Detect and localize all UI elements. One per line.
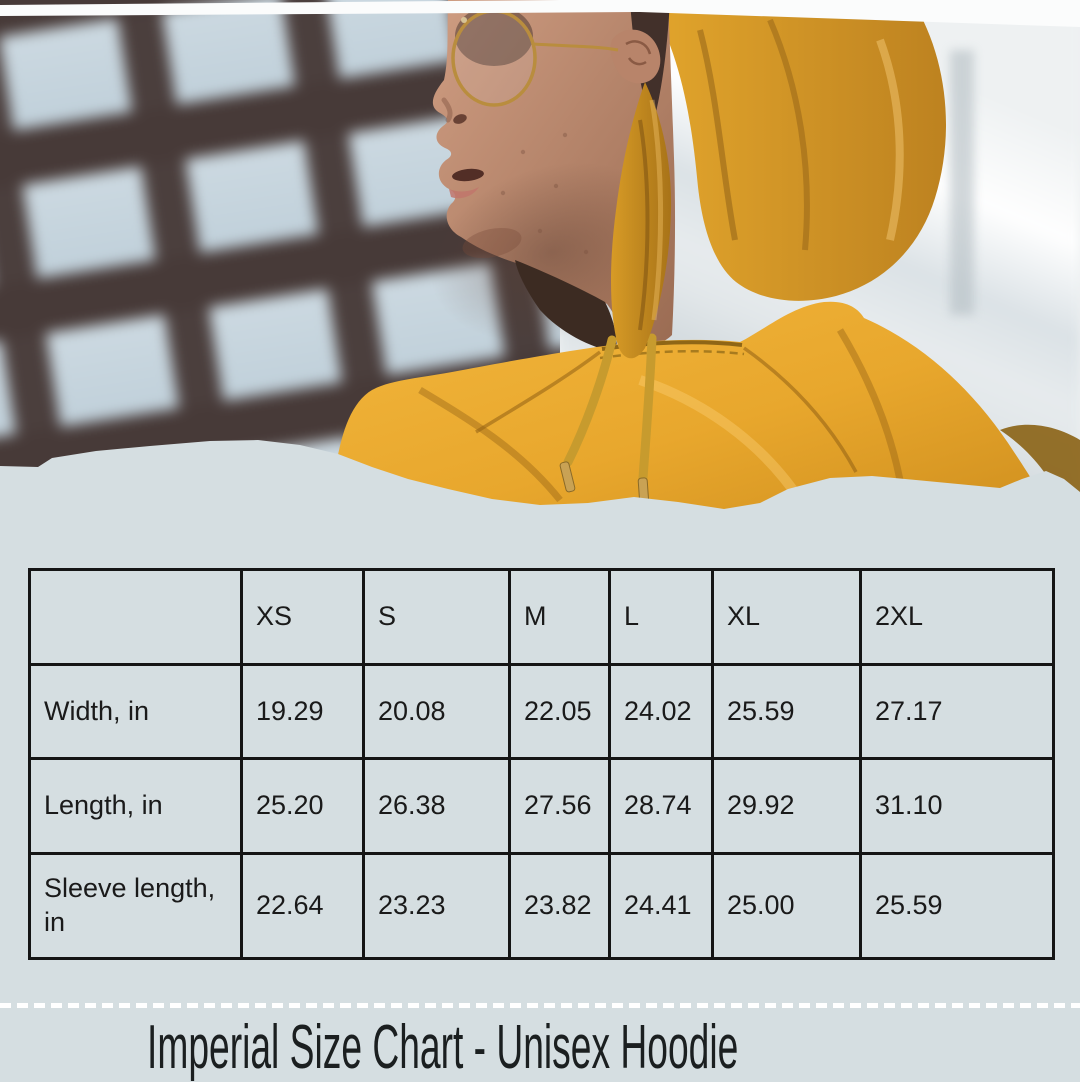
cell-width-m: 22.05: [508, 663, 611, 760]
cell-width-xs: 19.29: [240, 663, 365, 760]
size-chart-table: XS S M L XL 2XL Width, in 19.29 20.08 22…: [28, 568, 1055, 960]
collar-seam: [601, 340, 743, 351]
header-size-m: M: [508, 568, 611, 666]
cell-sleeve-xl: 25.00: [711, 852, 862, 960]
header-size-s: S: [362, 568, 511, 666]
row-label: Width, in: [28, 663, 243, 760]
hoodie-body: [330, 301, 1080, 520]
torn-paper-bottom-edge: [0, 440, 1080, 520]
cell-sleeve-2xl: 25.59: [859, 852, 1055, 960]
header-size-xl: XL: [711, 568, 862, 666]
glasses-icon: [451, 6, 619, 107]
cell-sleeve-m: 23.82: [508, 852, 611, 960]
hoodie-model-illustration: [0, 0, 1080, 520]
cell-width-2xl: 27.17: [859, 663, 1055, 760]
cell-width-xl: 25.59: [711, 663, 862, 760]
row-label: Sleeve length, in: [28, 852, 243, 960]
cell-sleeve-l: 24.41: [608, 852, 714, 960]
lower-lip: [449, 187, 479, 199]
raglan-seam-right: [742, 346, 858, 473]
cell-length-l: 28.74: [608, 757, 714, 855]
cell-length-xl: 29.92: [711, 757, 862, 855]
table-header-row: XS S M L XL 2XL: [28, 568, 1055, 666]
raglan-seam-left: [475, 350, 602, 434]
mouth: [452, 168, 484, 182]
cell-length-m: 27.56: [508, 757, 611, 855]
ear: [610, 29, 661, 84]
table-row-width: Width, in 19.29 20.08 22.05 24.02 25.59 …: [28, 663, 1055, 760]
cell-sleeve-s: 23.23: [362, 852, 511, 960]
page-title: Imperial Size Chart - Unisex Hoodie: [147, 1013, 739, 1082]
table-row-sleeve-length: Sleeve length, in 22.64 23.23 23.82 24.4…: [28, 852, 1055, 960]
drawstring-aglet: [559, 461, 576, 493]
cell-width-l: 24.02: [608, 663, 714, 760]
jaw-shadow: [515, 260, 617, 352]
cell-sleeve-xs: 22.64: [240, 852, 365, 960]
chin-shading: [462, 227, 522, 259]
nostril: [453, 114, 467, 124]
header-size-2xl: 2XL: [859, 568, 1055, 666]
hood: [648, 0, 947, 301]
cell-length-xs: 25.20: [240, 757, 365, 855]
header-empty-cell: [28, 568, 243, 666]
row-label: Length, in: [28, 757, 243, 855]
wall-pole: [950, 50, 974, 315]
cell-length-s: 26.38: [362, 757, 511, 855]
cell-length-2xl: 31.10: [859, 757, 1055, 855]
header-size-l: L: [608, 568, 714, 666]
header-size-xs: XS: [240, 568, 365, 666]
torn-paper-top-edge: [0, 0, 1080, 27]
hood-drape: [611, 82, 672, 359]
cell-width-s: 20.08: [362, 663, 511, 760]
dashed-divider: [0, 1003, 1080, 1008]
freckles: [500, 132, 589, 255]
table-row-length: Length, in 25.20 26.38 27.56 28.74 29.92…: [28, 757, 1055, 855]
collar-stitching: [599, 349, 745, 360]
product-photo: [0, 0, 1080, 520]
